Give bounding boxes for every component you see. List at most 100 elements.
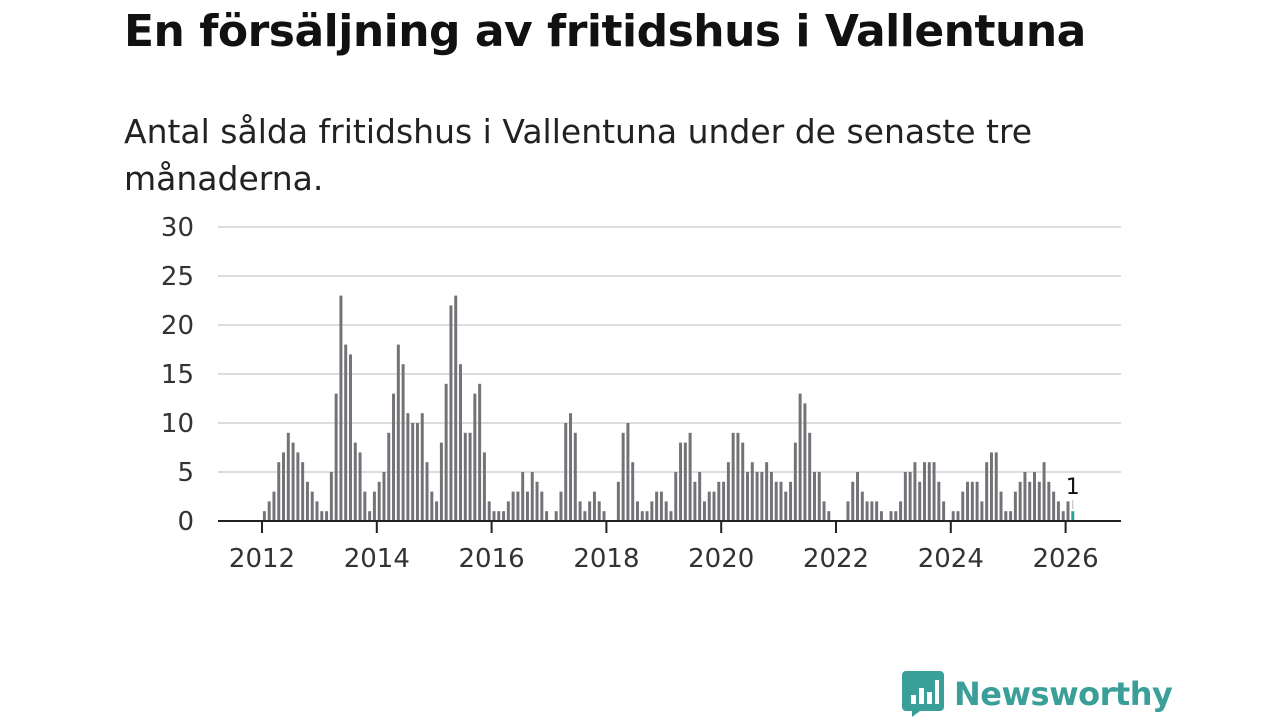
bar — [492, 511, 496, 521]
bar — [827, 511, 831, 521]
bar — [1047, 481, 1051, 521]
bar — [621, 432, 625, 521]
y-tick-label: 15 — [161, 360, 194, 390]
bar — [349, 354, 352, 521]
bar — [535, 481, 539, 521]
bar — [564, 423, 568, 521]
y-tick-label: 5 — [177, 458, 194, 488]
bar — [291, 442, 295, 521]
bar — [846, 501, 850, 521]
bar — [578, 501, 582, 521]
bar — [377, 481, 381, 521]
bar — [1056, 501, 1060, 521]
bar — [664, 501, 668, 521]
bar — [655, 491, 659, 521]
bar — [468, 432, 472, 521]
bar — [459, 364, 462, 521]
bar — [267, 501, 271, 521]
bar — [956, 511, 960, 521]
bar — [793, 442, 797, 521]
bar — [707, 491, 711, 521]
bar — [358, 452, 362, 521]
bar — [966, 481, 970, 521]
bar — [325, 511, 329, 521]
bar — [1013, 491, 1017, 521]
bar — [286, 432, 290, 521]
bar — [530, 472, 534, 521]
annotations: 1 — [1066, 475, 1080, 510]
newsworthy-logo: Newsworthy — [902, 671, 1173, 717]
bar — [334, 393, 338, 521]
bar — [444, 383, 448, 521]
bar — [449, 305, 453, 521]
bar — [1066, 501, 1070, 521]
bar — [755, 472, 759, 521]
bar — [439, 442, 443, 521]
x-tick-label: 2020 — [688, 544, 754, 574]
bar — [774, 481, 778, 521]
chart-subtitle: Antal sålda fritidshus i Vallentuna unde… — [124, 112, 1033, 198]
bar — [822, 501, 826, 521]
x-tick-label: 2016 — [459, 544, 525, 574]
bar — [669, 511, 673, 521]
bar — [1009, 511, 1013, 521]
bar — [616, 481, 620, 521]
bar — [808, 432, 812, 521]
bar — [913, 462, 917, 521]
bar — [1033, 472, 1036, 521]
bar — [851, 481, 855, 521]
bar — [525, 491, 529, 521]
bar — [511, 491, 515, 521]
bar — [889, 511, 893, 521]
bar — [999, 491, 1003, 521]
bar — [640, 511, 644, 521]
brand-name: Newsworthy — [954, 675, 1173, 713]
bar — [387, 432, 391, 521]
x-axis-ticks: 2012 2014 2016 2018 2020 2022 2024 2026 — [229, 521, 1099, 574]
bar — [750, 462, 754, 521]
bar — [592, 491, 596, 521]
bar — [392, 393, 396, 521]
bar — [482, 452, 486, 521]
bar — [262, 511, 266, 521]
bar — [765, 462, 769, 521]
bar — [856, 472, 860, 521]
bar — [320, 511, 324, 521]
bar — [784, 491, 788, 521]
x-tick-label: 2012 — [229, 544, 295, 574]
bar — [602, 511, 606, 521]
bar — [478, 383, 482, 521]
bar — [559, 491, 563, 521]
bar — [741, 442, 745, 521]
bar — [296, 452, 300, 521]
x-tick-label: 2014 — [344, 544, 410, 574]
bar — [569, 413, 573, 521]
bar — [975, 481, 979, 521]
bar — [310, 491, 314, 521]
last-value-label: 1 — [1066, 475, 1080, 500]
bar — [1042, 462, 1046, 521]
bar — [315, 501, 319, 521]
bar — [497, 511, 501, 521]
bar — [1004, 511, 1008, 521]
bar — [1061, 511, 1065, 521]
x-tick-label: 2026 — [1033, 544, 1099, 574]
bar — [674, 472, 678, 521]
bar — [789, 481, 793, 521]
bar-highlight — [1071, 511, 1075, 521]
bar — [803, 403, 807, 521]
bar — [506, 501, 510, 521]
bar — [875, 501, 879, 521]
bar — [382, 472, 386, 521]
bar — [899, 501, 903, 521]
y-tick-label: 20 — [161, 311, 194, 341]
bar — [779, 481, 783, 521]
bar — [722, 481, 726, 521]
bar — [473, 393, 477, 521]
bar — [363, 491, 367, 521]
bar — [679, 442, 683, 521]
bar — [573, 432, 577, 521]
bar — [726, 462, 730, 521]
bar — [516, 491, 520, 521]
